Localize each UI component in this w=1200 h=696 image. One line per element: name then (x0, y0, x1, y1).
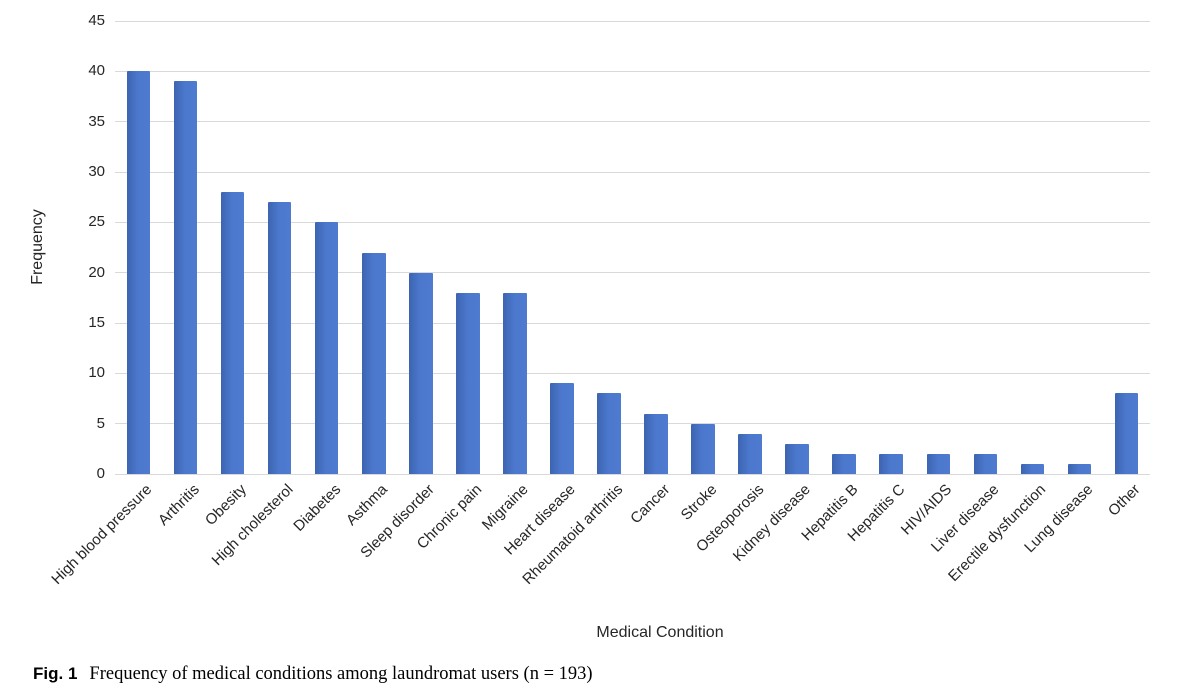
x-tick-label-high-cholesterol: High cholesterol (208, 481, 297, 570)
plot-area (115, 20, 1150, 475)
bar-other (1114, 393, 1139, 474)
bar-liver-disease (973, 453, 998, 474)
bar-obesity (220, 192, 245, 474)
y-tick-label-35: 35 (88, 112, 105, 130)
bar-heart-disease (550, 383, 574, 474)
bar-hiv-aids (926, 453, 951, 474)
gridline-y-5 (115, 423, 1150, 425)
bar-osteoporosis (738, 433, 762, 474)
figure-caption-label: Fig. 1 (33, 664, 78, 683)
x-tick-label-stroke: Stroke (677, 481, 721, 524)
figure-caption-text: Frequency of medical conditions among la… (89, 664, 593, 684)
gridline-y-35 (115, 121, 1150, 123)
y-tick-label-45: 45 (88, 12, 105, 29)
bar-diabetes (314, 222, 339, 474)
y-tick-label-30: 30 (88, 163, 105, 180)
gridline-y-20 (115, 272, 1150, 274)
gridline-y-25 (115, 221, 1150, 223)
bar-high-blood-pressure (126, 71, 151, 474)
bar-lung-disease (1067, 463, 1092, 474)
bar-asthma (361, 252, 386, 474)
bar-migraine (503, 292, 527, 474)
x-tick-label-other: Other (1104, 481, 1144, 520)
y-tick-label-5: 5 (96, 414, 105, 432)
bar-rheumatoid-arthritis (597, 393, 621, 474)
gridline-y-40 (115, 70, 1150, 72)
x-tick-label-diabetes: Diabetes (289, 481, 344, 535)
y-tick-label-25: 25 (88, 213, 105, 231)
bar-high-cholesterol (267, 202, 292, 474)
y-tick-label-10: 10 (88, 364, 105, 382)
gridline-y-10 (115, 372, 1150, 374)
bar-erectile-dysfunction (1020, 463, 1045, 474)
gridline-y-0 (115, 473, 1150, 475)
bar-chronic-pain (456, 292, 480, 474)
figure-caption: Fig. 1 Frequency of medical conditions am… (33, 663, 593, 685)
gridline-y-15 (115, 322, 1150, 324)
x-axis-title: Medical Condition (596, 624, 724, 641)
bar-hepatitis-c (879, 453, 903, 474)
x-tick-label-arthritis: Arthritis (154, 481, 203, 529)
bar-hepatitis-b (832, 453, 856, 474)
x-tick-label-cancer: Cancer (626, 481, 674, 528)
y-tick-label-40: 40 (88, 62, 105, 80)
bar-stroke (691, 423, 715, 474)
gridline-y-45 (115, 20, 1150, 22)
gridline-y-30 (115, 171, 1150, 173)
bar-sleep-disorder (409, 272, 433, 474)
bar-cancer (644, 413, 668, 474)
y-tick-label-20: 20 (88, 263, 105, 281)
y-tick-label-0: 0 (96, 465, 105, 482)
y-tick-label-15: 15 (88, 314, 105, 331)
x-tick-label-high-blood-pressure: High blood pressure (48, 481, 156, 588)
bar-kidney-disease (785, 443, 809, 474)
bar-arthritis (173, 81, 198, 474)
